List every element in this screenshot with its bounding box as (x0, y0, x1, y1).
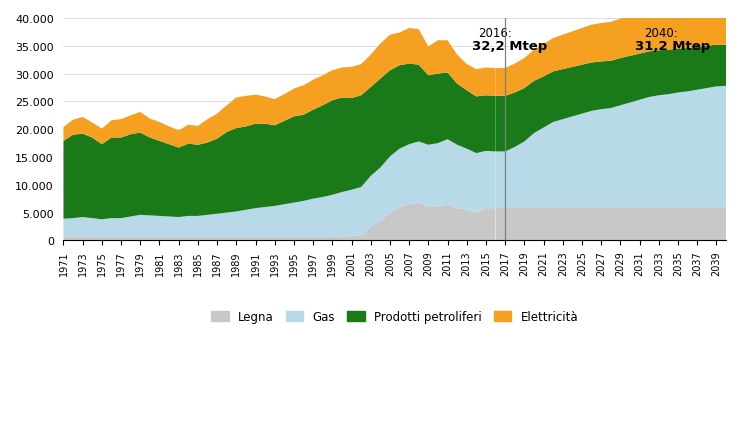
Text: 31,2 Mtep: 31,2 Mtep (635, 40, 710, 53)
Text: 2040:: 2040: (645, 27, 678, 40)
Text: 32,2 Mtep: 32,2 Mtep (471, 40, 547, 53)
Text: 2016:: 2016: (478, 27, 512, 40)
Legend: Legna, Gas, Prodotti petroliferi, Elettricità: Legna, Gas, Prodotti petroliferi, Elettr… (206, 306, 583, 328)
